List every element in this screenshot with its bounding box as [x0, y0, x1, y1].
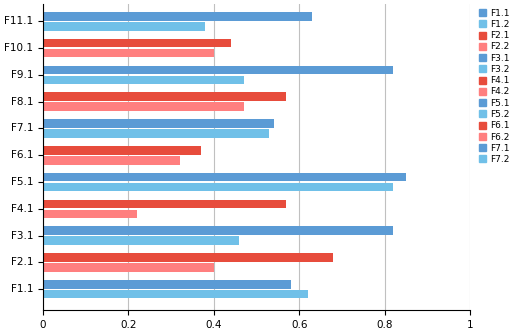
Bar: [43, 129, 269, 138]
Bar: [43, 39, 231, 47]
Bar: [43, 12, 312, 21]
Bar: [43, 280, 291, 289]
Bar: [43, 22, 205, 31]
Bar: [43, 146, 201, 155]
Bar: [43, 66, 393, 74]
Bar: [43, 209, 137, 218]
Bar: [43, 93, 286, 101]
Bar: [43, 156, 180, 165]
Bar: [43, 102, 244, 111]
Bar: [43, 263, 214, 272]
Legend: F1.1, F1.2, F2.1, F2.2, F3.1, F3.2, F4.1, F4.2, F5.1, F5.2, F6.1, F6.2, F7.1, F7: F1.1, F1.2, F2.1, F2.2, F3.1, F3.2, F4.1…: [479, 9, 509, 164]
Bar: [43, 290, 308, 299]
Bar: [43, 226, 393, 235]
Bar: [43, 75, 244, 84]
Bar: [43, 119, 273, 128]
Bar: [43, 49, 214, 57]
Bar: [43, 183, 393, 191]
Bar: [43, 236, 240, 245]
Bar: [43, 200, 286, 208]
Bar: [43, 253, 333, 262]
Bar: [43, 173, 406, 181]
